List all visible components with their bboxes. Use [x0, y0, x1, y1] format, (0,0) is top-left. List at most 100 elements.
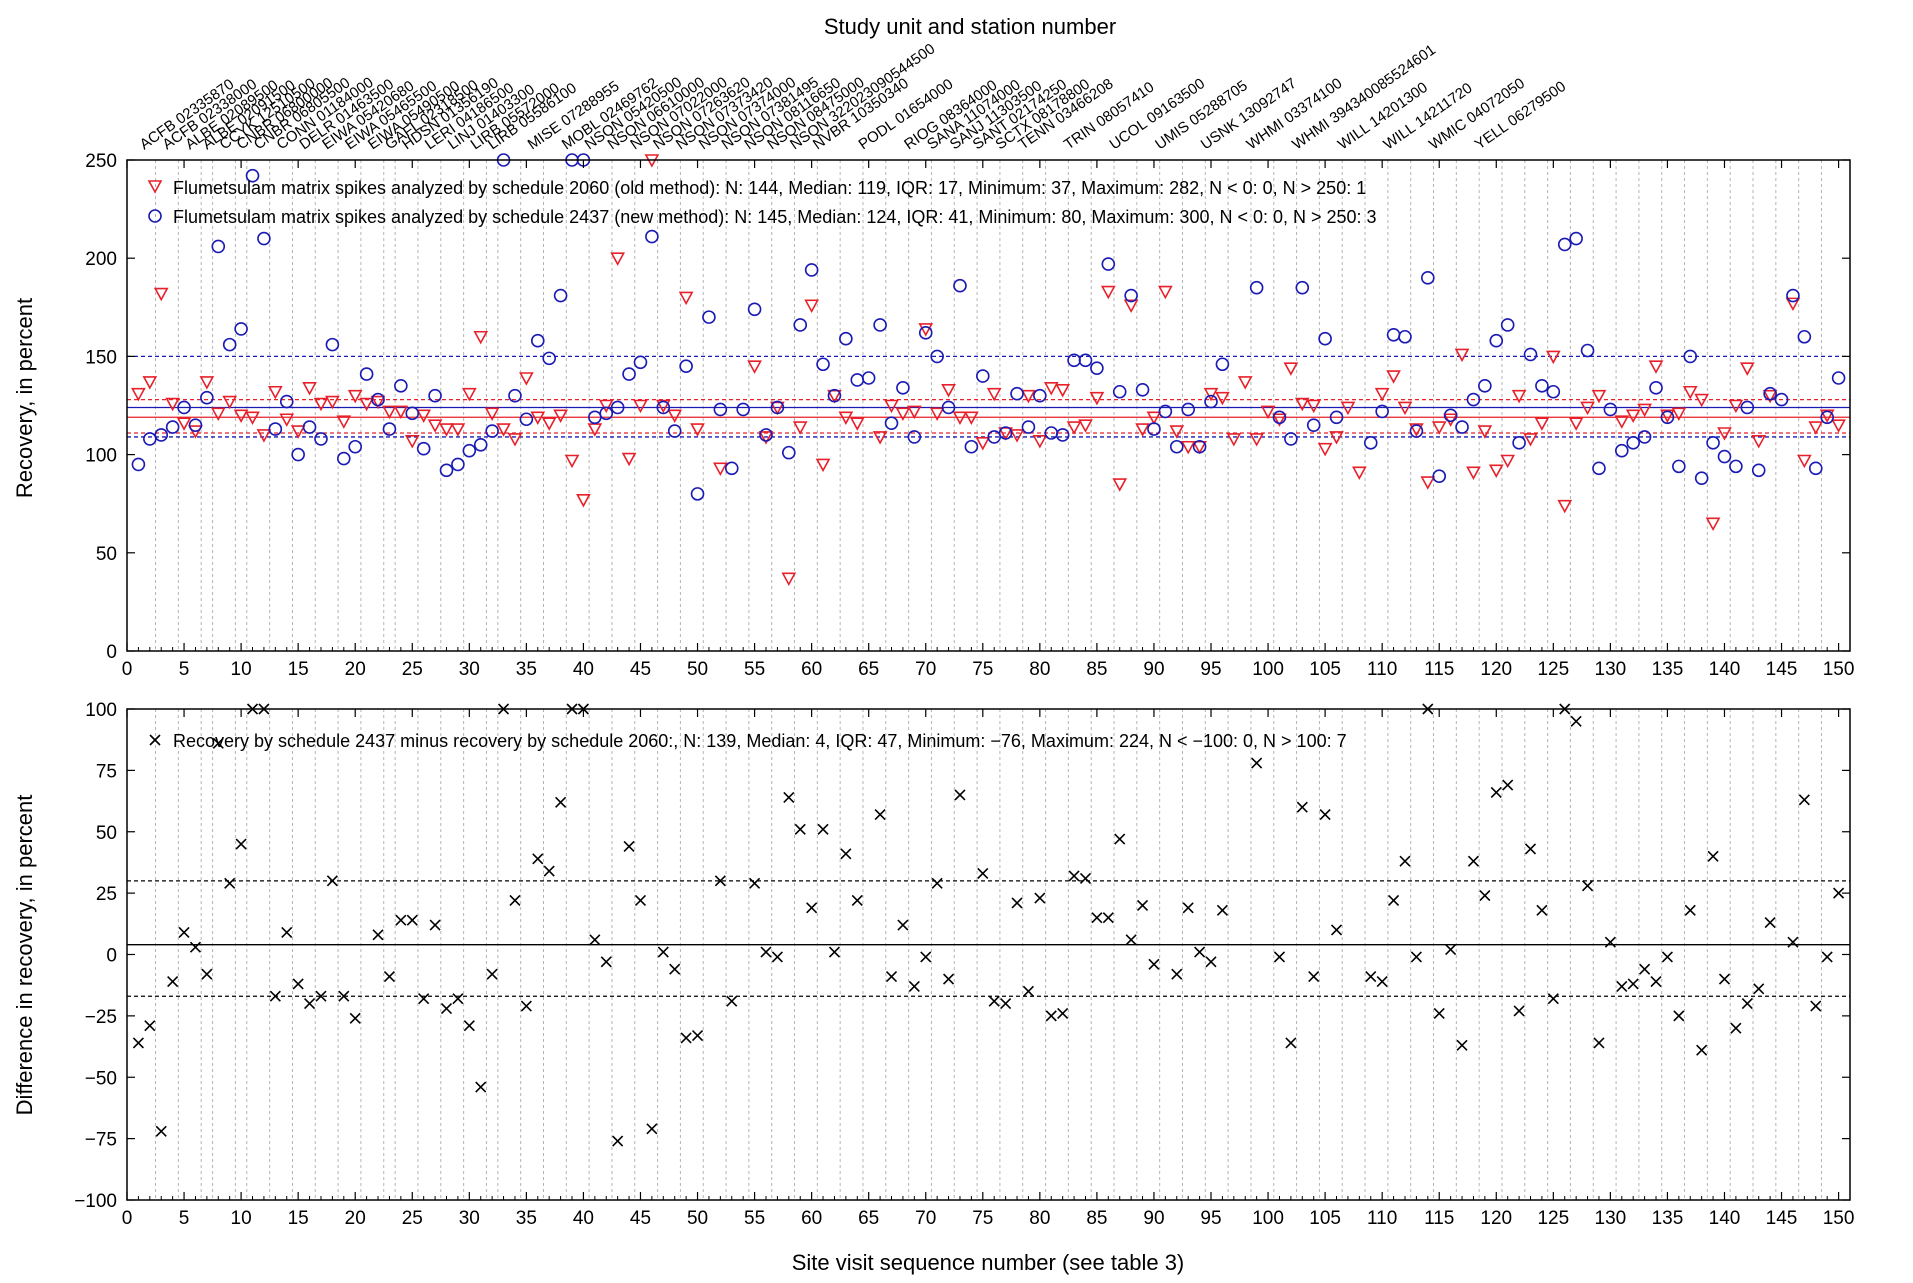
old-method-point — [313, 397, 329, 412]
new-method-point — [1774, 392, 1789, 407]
difference-point — [1216, 904, 1228, 916]
difference-point — [1593, 1037, 1605, 1049]
new-method-point — [1101, 257, 1116, 271]
difference-point — [281, 926, 293, 938]
difference-point — [1627, 978, 1639, 990]
old-method-point — [382, 405, 397, 420]
x-tick-label: 95 — [1200, 659, 1221, 680]
legend-new-method-marker — [148, 209, 162, 223]
new-method-point — [211, 239, 226, 254]
old-method-point — [256, 429, 272, 443]
new-method-point — [1284, 432, 1298, 446]
x-tick-label: 75 — [972, 1208, 993, 1229]
y-tick-label: 75 — [96, 761, 117, 782]
x-tick-label: 95 — [1200, 1208, 1221, 1229]
x-tick-label: 10 — [231, 1208, 252, 1229]
old-method-point — [519, 372, 534, 386]
x-tick-label: 70 — [915, 659, 936, 680]
x-tick-label: 15 — [288, 659, 309, 680]
x-tick-label: 125 — [1537, 1208, 1569, 1229]
old-method-point — [427, 419, 443, 433]
difference-point — [1285, 1037, 1297, 1049]
bottom-x-axis-label: Site visit sequence number (see table 3) — [792, 1250, 1185, 1275]
difference-point — [475, 1081, 487, 1093]
x-tick-label: 75 — [972, 659, 993, 680]
old-method-point — [952, 411, 968, 425]
difference-point — [1502, 779, 1514, 791]
x-tick-label: 5 — [179, 1208, 190, 1229]
difference-point — [543, 865, 555, 877]
old-method-point — [1591, 389, 1607, 404]
old-method-point — [530, 411, 546, 425]
difference-point — [1821, 951, 1833, 963]
new-method-point — [1820, 410, 1834, 425]
new-method-point — [1649, 381, 1663, 395]
y-tick-label: 100 — [85, 700, 117, 721]
difference-point — [1114, 833, 1126, 845]
top-y-axis-label: Recovery, in percent — [12, 298, 37, 498]
old-method-point — [1808, 421, 1824, 435]
x-tick-label: 20 — [345, 659, 366, 680]
difference-point — [440, 1002, 453, 1015]
new-method-point — [816, 357, 830, 372]
difference-point — [1833, 887, 1845, 899]
difference-point — [942, 973, 955, 985]
difference-point — [1365, 971, 1377, 983]
y-tick-label: 200 — [85, 249, 117, 270]
y-tick-label: 150 — [85, 347, 117, 368]
difference-point — [304, 998, 316, 1010]
x-tick-label: 45 — [630, 659, 651, 680]
top-axis-ticks: 0 5 10 15 20 25 30 35 40 45 50 55 60 65 70 75 80 85 90 95 10… — [85, 151, 1854, 680]
new-method-point — [1500, 318, 1515, 332]
old-method-point — [325, 395, 340, 410]
y-tick-label: 0 — [106, 946, 117, 967]
x-tick-label: 85 — [1086, 659, 1107, 680]
old-method-point — [655, 399, 671, 414]
new-method-point — [177, 400, 191, 415]
new-method-point — [1694, 471, 1709, 485]
new-method-point — [314, 432, 328, 446]
old-method-point — [1294, 397, 1310, 412]
difference-point — [509, 894, 521, 907]
x-tick-label: 50 — [687, 1208, 708, 1229]
bottom-plot-frame — [126, 708, 1851, 1201]
x-tick-label: 145 — [1766, 659, 1798, 680]
old-method-point — [1409, 423, 1424, 437]
new-method-point — [793, 318, 808, 332]
old-method-point — [461, 387, 477, 402]
old-method-point — [1557, 499, 1573, 514]
old-method-point — [1523, 433, 1538, 447]
x-tick-label: 40 — [573, 659, 594, 680]
difference-point — [1741, 998, 1753, 1010]
new-method-point — [964, 439, 979, 454]
old-method-point — [1819, 409, 1835, 423]
new-method-point — [1078, 353, 1093, 368]
new-method-point — [1158, 404, 1173, 419]
difference-point — [132, 1037, 144, 1049]
new-method-point — [1249, 280, 1264, 295]
difference-point — [954, 789, 966, 801]
old-method-point — [1614, 415, 1630, 429]
x-tick-label: 0 — [122, 1208, 133, 1229]
new-method-point — [337, 451, 351, 466]
old-method-point — [1317, 442, 1333, 457]
difference-point — [1148, 958, 1160, 970]
difference-point — [1661, 951, 1673, 963]
old-method-point — [1728, 399, 1744, 414]
new-method-point — [839, 331, 853, 346]
difference-point — [1410, 951, 1422, 963]
old-method-point — [895, 407, 911, 422]
difference-point — [189, 941, 202, 953]
old-method-point — [1260, 405, 1276, 420]
x-tick-label: 65 — [858, 1208, 879, 1229]
new-method-point — [165, 420, 180, 434]
new-method-point — [884, 416, 899, 430]
new-method-point — [222, 337, 237, 352]
difference-point — [235, 838, 247, 850]
x-tick-label: 125 — [1537, 659, 1569, 680]
y-tick-label: −100 — [74, 1191, 117, 1212]
new-method-point — [200, 390, 214, 405]
difference-point — [1079, 872, 1092, 884]
difference-point — [1399, 855, 1411, 867]
